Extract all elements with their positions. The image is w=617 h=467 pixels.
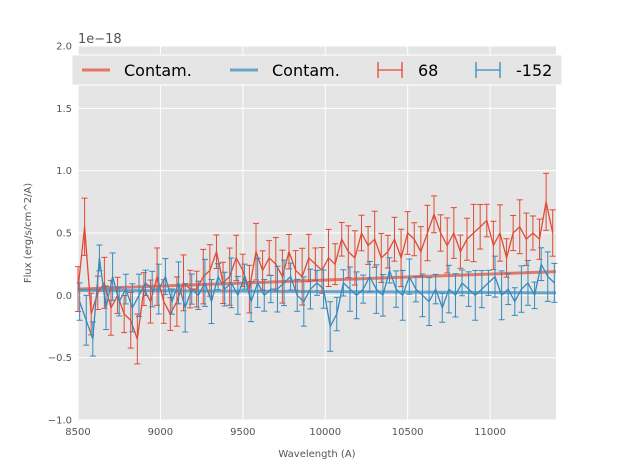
- y-tick-label: 0.0: [56, 291, 72, 302]
- series-line: [78, 257, 555, 340]
- x-axis-label: Wavelength (A): [278, 449, 355, 460]
- legend-item: -152: [475, 61, 552, 80]
- y-tick-label: 1.5: [56, 104, 72, 115]
- legend-label: 68: [418, 61, 438, 80]
- series-line: [77, 201, 554, 340]
- x-tick-label: 9500: [230, 427, 255, 438]
- x-tick-label: 10500: [392, 427, 424, 438]
- y-tick-label: 2.0: [56, 42, 72, 53]
- x-tick-label: 9000: [148, 427, 173, 438]
- x-tick-label: 11000: [474, 427, 506, 438]
- legend-item: Contam.: [230, 61, 340, 80]
- y-tick-label: −1.0: [48, 416, 72, 427]
- grid: [77, 45, 556, 421]
- x-axis-ticks: 8500 9000 9500 10000 10500 11000: [65, 427, 506, 438]
- legend-item: Contam.: [82, 61, 192, 80]
- x-tick-label: 8500: [65, 427, 90, 438]
- x-tick-label: 10000: [309, 427, 341, 438]
- y-axis-label: Flux (erg/s/cm^2/A): [23, 183, 34, 283]
- legend-label: Contam.: [272, 61, 340, 80]
- legend-item: 68: [377, 61, 438, 80]
- y-tick-label: 1.0: [56, 166, 72, 177]
- legend-label: -152: [516, 61, 552, 80]
- legend-label: Contam.: [124, 61, 192, 80]
- y-tick-label: 0.5: [56, 229, 72, 240]
- y-axis-ticks: −1.0 −0.5 0.0 0.5 1.0 1.5 2.0: [48, 42, 72, 427]
- data-series: [75, 172, 558, 365]
- y-offset-label: 1e−18: [78, 32, 122, 47]
- series--152: [76, 244, 558, 357]
- legend: Contam. Contam. 68 -152: [71, 54, 563, 86]
- y-tick-label: −0.5: [48, 353, 72, 364]
